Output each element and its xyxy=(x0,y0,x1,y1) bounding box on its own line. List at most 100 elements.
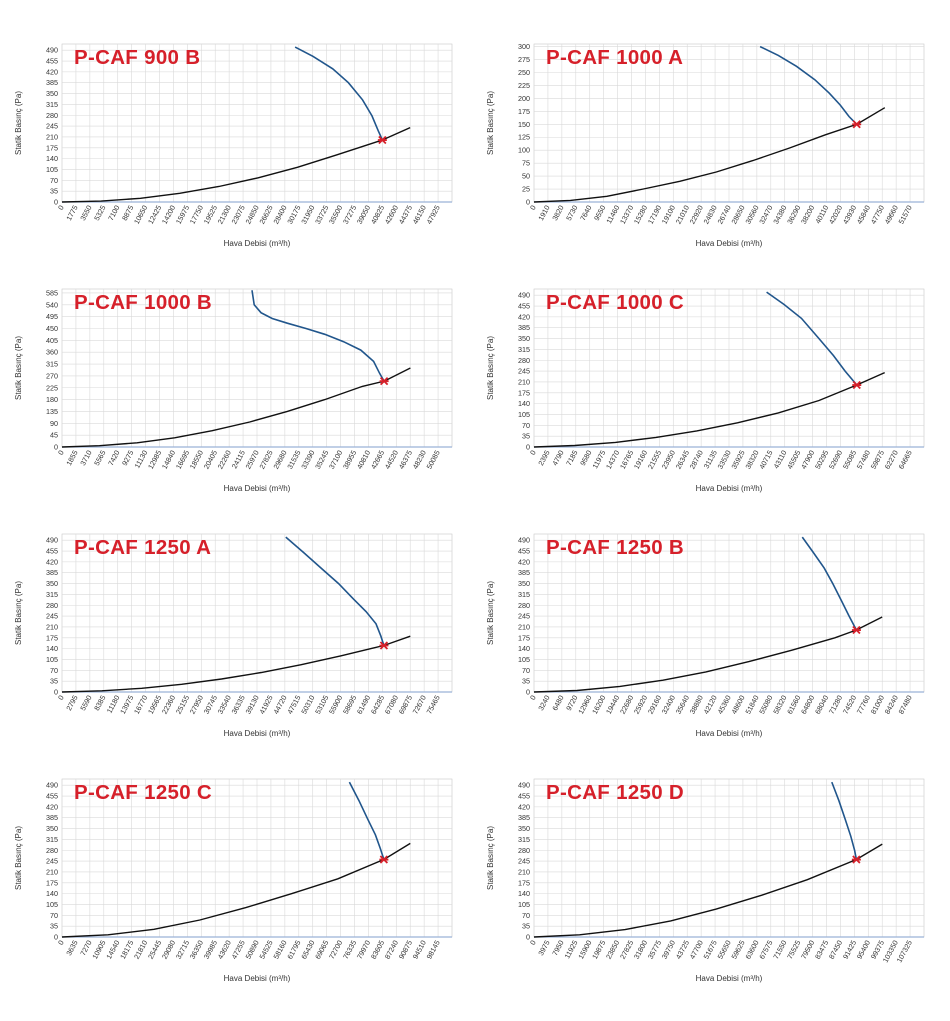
chart-panel: 0 3975 7950 11925 15900 19875 23850 27825 31800 3… xyxy=(472,735,947,983)
system-curve-line xyxy=(533,843,883,938)
x-tick-label: 98145 xyxy=(425,939,442,961)
chart-title: P-CAF 1000 C xyxy=(546,291,684,314)
y-tick-label: 490 xyxy=(46,46,58,55)
chart-svg: 0177535505325710088751065012425142001597… xyxy=(14,43,453,248)
y-tick-label: 455 xyxy=(518,547,530,556)
y-tick-label: 490 xyxy=(518,291,530,300)
chart-panel: 0 3635 7270 10905 14540 18175 21810 25445 29080 3… xyxy=(0,735,475,983)
x-axis-label: Hava Debisi (m³/h) xyxy=(696,729,763,738)
y-tick-label: 350 xyxy=(518,334,530,343)
chart-svg: 0363572701090514540181752181025445290803… xyxy=(14,778,453,983)
y-tick-label: 70 xyxy=(50,666,58,675)
chart-panel: 0 1775 3550 5325 7100 8875 10650 12425 14200 1597… xyxy=(0,0,475,248)
fan-curve-line xyxy=(348,781,385,860)
y-tick-label: 75 xyxy=(522,159,530,168)
y-tick-label: 70 xyxy=(522,911,530,920)
x-tick-label: 3820 xyxy=(550,204,565,222)
chart-panel: 0 3240 6480 9720 12960 16200 19440 22680 25920 29… xyxy=(472,490,947,738)
y-tick-label: 490 xyxy=(518,781,530,790)
x-tick-label: 47925 xyxy=(425,204,442,226)
duty-point-marker xyxy=(851,855,861,864)
chart-title: P-CAF 1000 A xyxy=(546,46,683,69)
y-tick-label: 0 xyxy=(526,198,530,207)
y-axis-label: Statik Basınç (Pa) xyxy=(486,581,495,645)
y-tick-label: 180 xyxy=(46,395,58,404)
x-tick-label: 1910 xyxy=(536,204,551,222)
chart-svg: 0185537105565742092751113012985148401669… xyxy=(14,288,453,493)
y-tick-label: 315 xyxy=(518,835,530,844)
x-tick-label: 0 xyxy=(56,204,66,212)
y-tick-label: 0 xyxy=(526,933,530,942)
y-tick-label: 350 xyxy=(518,824,530,833)
duty-point-marker xyxy=(377,135,387,145)
fan-curve-line xyxy=(285,536,385,646)
y-tick-label: 175 xyxy=(518,388,530,397)
y-tick-label: 105 xyxy=(46,655,58,664)
y-tick-label: 385 xyxy=(46,78,58,87)
y-tick-label: 495 xyxy=(46,312,58,321)
y-tick-label: 140 xyxy=(46,154,58,163)
y-tick-label: 100 xyxy=(518,146,530,155)
y-axis-label: Statik Basınç (Pa) xyxy=(486,336,495,400)
x-axis-label: Hava Debisi (m³/h) xyxy=(696,484,763,493)
y-tick-label: 105 xyxy=(46,900,58,909)
fan-curve-line xyxy=(294,46,384,141)
x-tick-label: 1775 xyxy=(64,204,79,222)
y-tick-label: 175 xyxy=(46,633,58,642)
y-tick-label: 90 xyxy=(50,419,58,428)
y-tick-label: 175 xyxy=(46,878,58,887)
y-tick-label: 280 xyxy=(518,846,530,855)
y-tick-label: 350 xyxy=(46,89,58,98)
y-tick-label: 0 xyxy=(54,198,58,207)
x-tick-label: 0 xyxy=(528,694,538,702)
y-tick-label: 490 xyxy=(518,536,530,545)
x-tick-label: 0 xyxy=(528,449,538,457)
duty-point-marker xyxy=(379,377,389,386)
chart-panel: 0 1855 3710 5565 7420 9275 11130 12985 14840 1669… xyxy=(0,245,475,493)
y-tick-label: 35 xyxy=(50,677,58,686)
chart-svg: 0324064809720129601620019440226802592029… xyxy=(486,533,925,738)
chart-title: P-CAF 1250 B xyxy=(546,536,684,559)
y-tick-label: 350 xyxy=(46,824,58,833)
y-tick-label: 385 xyxy=(518,568,530,577)
x-tick-label: 7100 xyxy=(106,204,121,222)
fan-curve-line xyxy=(766,291,858,386)
y-tick-label: 585 xyxy=(46,288,58,297)
x-tick-label: 4790 xyxy=(550,449,565,467)
chart-svg: 0397579501192515900198752385027825318003… xyxy=(486,778,925,983)
x-tick-label: 3550 xyxy=(78,204,93,222)
y-tick-label: 420 xyxy=(46,557,58,566)
fan-curve-line xyxy=(831,781,858,860)
y-tick-label: 360 xyxy=(46,348,58,357)
y-tick-label: 175 xyxy=(518,107,530,116)
y-tick-label: 245 xyxy=(46,612,58,621)
y-tick-label: 25 xyxy=(522,185,530,194)
x-tick-label: 3975 xyxy=(536,939,551,957)
chart-panel: 0 1910 3820 5730 7640 9550 11460 13370 15280 1719… xyxy=(472,0,947,248)
y-tick-label: 210 xyxy=(46,622,58,631)
y-tick-label: 385 xyxy=(518,323,530,332)
y-tick-label: 490 xyxy=(46,781,58,790)
x-tick-label: 22260 xyxy=(216,449,233,471)
y-tick-label: 250 xyxy=(518,68,530,77)
y-tick-label: 245 xyxy=(46,857,58,866)
y-tick-label: 140 xyxy=(518,644,530,653)
y-tick-label: 455 xyxy=(518,302,530,311)
y-tick-label: 315 xyxy=(46,590,58,599)
chart-title: P-CAF 1250 A xyxy=(74,536,211,559)
chart-svg: 0191038205730764095501146013370152801719… xyxy=(486,42,925,248)
x-tick-label: 0 xyxy=(56,449,66,457)
y-tick-label: 490 xyxy=(46,536,58,545)
y-tick-label: 105 xyxy=(518,655,530,664)
y-tick-label: 385 xyxy=(46,568,58,577)
y-tick-label: 140 xyxy=(46,889,58,898)
y-tick-label: 270 xyxy=(46,371,58,380)
x-axis-label: Hava Debisi (m³/h) xyxy=(224,239,291,248)
x-tick-label: 6480 xyxy=(550,694,565,712)
y-tick-label: 35 xyxy=(522,922,530,931)
y-tick-label: 420 xyxy=(46,802,58,811)
y-tick-label: 225 xyxy=(46,383,58,392)
duty-point-marker xyxy=(851,625,861,635)
y-tick-label: 245 xyxy=(518,612,530,621)
x-tick-label: 75465 xyxy=(425,694,442,716)
